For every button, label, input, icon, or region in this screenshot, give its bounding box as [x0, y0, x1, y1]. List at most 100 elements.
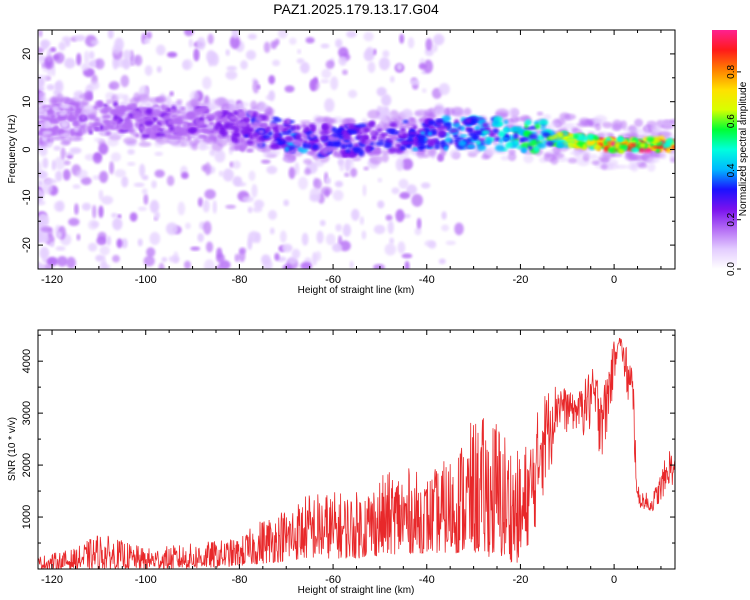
- spectrogram-noise-cell: [240, 60, 248, 70]
- spectrogram-noise-cell: [53, 145, 62, 151]
- spectrogram-ridge-cell: [427, 131, 433, 136]
- spectrogram-noise-cell: [251, 183, 258, 198]
- spectrogram-halo-cell: [463, 107, 472, 116]
- spectrogram-ridge-cell: [226, 112, 234, 116]
- spectrogram-noise-cell: [40, 39, 51, 48]
- spectrogram-halo-cell: [191, 142, 199, 151]
- spectrogram-ridge-cell: [639, 142, 646, 148]
- spectrogram-ridge-cell: [302, 142, 307, 149]
- colorbar-tick-label: 0.4: [726, 163, 737, 177]
- spectrogram-ridge-cell: [345, 148, 351, 154]
- spectrogram-noise-cell: [196, 37, 206, 51]
- spectrogram-noise-cell: [381, 94, 392, 107]
- spectrogram-halo-cell: [646, 157, 660, 163]
- spectrogram-halo-cell: [573, 149, 580, 156]
- spectrogram-noise-cell: [197, 197, 203, 207]
- spectrogram-noise-cell: [39, 246, 50, 260]
- spectrogram-halo-cell: [576, 122, 587, 128]
- spectrogram-halo-cell: [563, 113, 576, 120]
- spectrogram-ridge-cell: [106, 123, 115, 130]
- spectrogram-ridge-cell: [444, 136, 452, 143]
- spectrogram-ridge-cell: [481, 130, 490, 135]
- spectrogram-x-tick-label: 0: [611, 274, 617, 286]
- spectrogram-noise-cell: [197, 233, 204, 243]
- spectrogram-noise-cell: [396, 63, 403, 71]
- spectrogram-halo-cell: [123, 137, 138, 145]
- spectrogram-ridge-cell: [169, 126, 175, 132]
- spectrogram-ridge-cell: [500, 137, 510, 141]
- spectrogram-noise-cell: [289, 37, 297, 45]
- spectrogram-ridge-cell: [105, 131, 112, 136]
- spectrogram-ridge-cell: [435, 118, 444, 124]
- spectrogram-noise-cell: [56, 255, 68, 267]
- spectrogram-ridge-cell: [375, 141, 385, 147]
- spectrogram-noise-cell: [344, 172, 350, 177]
- spectrogram-halo-cell: [426, 147, 436, 157]
- spectrogram-noise-cell: [272, 59, 281, 67]
- spectrogram-halo-cell: [481, 154, 490, 160]
- spectrogram-ridge-cell: [414, 136, 419, 142]
- spectrogram-ridge-cell: [132, 113, 141, 120]
- spectrogram-ridge-cell: [260, 122, 268, 128]
- spectrogram-halo-cell: [634, 118, 644, 128]
- spectrogram-noise-cell: [154, 169, 165, 178]
- spectrogram-halo-cell: [660, 123, 674, 130]
- spectrogram-halo-cell: [382, 123, 391, 131]
- spectrogram-noise-cell: [202, 199, 210, 213]
- spectrogram-halo-cell: [652, 128, 663, 134]
- spectrogram-noise-cell: [433, 33, 445, 46]
- spectrogram-noise-cell: [372, 48, 377, 56]
- spectrogram-x-tick-label: -60: [325, 274, 341, 286]
- snr-x-tick-label: -40: [419, 574, 435, 586]
- spectrogram-noise-cell: [74, 203, 79, 216]
- spectrogram-halo-cell: [591, 118, 603, 124]
- spectrogram-noise-cell: [44, 178, 57, 184]
- spectrogram-ridge-cell: [254, 116, 263, 122]
- spectrogram-blobs: [38, 30, 675, 269]
- spectrogram-noise-cell: [445, 240, 456, 246]
- spectrogram-noise-cell: [411, 193, 423, 207]
- spectrogram-ridge-cell: [280, 131, 291, 135]
- spectrogram-noise-cell: [106, 235, 112, 246]
- spectrogram-ridge-cell: [339, 144, 350, 149]
- spectrogram-noise-cell: [216, 253, 225, 263]
- spectrogram-ridge-cell: [151, 109, 162, 115]
- spectrogram-ridge-cell: [567, 142, 576, 148]
- spectrogram-noise-cell: [291, 248, 301, 259]
- spectrogram-halo-cell: [500, 155, 509, 161]
- snr-x-tick-label: -120: [41, 574, 63, 586]
- spectrogram-noise-cell: [166, 94, 172, 107]
- spectrogram-ridge-cell: [460, 125, 466, 131]
- spectrogram-y-label: Frequency (Hz): [7, 115, 18, 184]
- spectrogram-noise-cell: [338, 46, 349, 58]
- spectrogram-ridge-cell: [380, 134, 387, 138]
- spectrogram-ridge-cell: [228, 115, 238, 121]
- spectrogram-halo-cell: [345, 159, 354, 170]
- snr-series-line: [38, 337, 675, 569]
- spectrogram-ridge-cell: [232, 110, 239, 116]
- spectrogram-ridge-cell: [366, 121, 375, 128]
- spectrogram-noise-cell: [155, 44, 166, 56]
- spectrogram-halo-cell: [148, 97, 161, 104]
- spectrogram-noise-cell: [311, 251, 318, 266]
- colorbar-ticks: 0.0 0.2 0.4 0.6 0.8: [726, 64, 741, 276]
- spectrogram-ridge-cell: [565, 137, 576, 143]
- snr-y-ticks: 1000 2000 3000 4000: [21, 334, 675, 544]
- spectrogram-noise-cell: [337, 158, 344, 166]
- spectrogram-noise-cell: [335, 38, 343, 48]
- spectrogram-y-tick-label: -20: [21, 237, 33, 253]
- spectrogram-halo-cell: [351, 156, 362, 162]
- spectrogram-noise-cell: [114, 169, 126, 178]
- spectrogram-noise-cell: [424, 240, 436, 247]
- spectrogram-noise-cell: [38, 74, 49, 82]
- spectrogram-noise-cell: [121, 238, 128, 249]
- spectrogram-ridge-cell: [321, 147, 329, 155]
- spectrogram-halo-cell: [400, 109, 414, 120]
- spectrogram-ridge-cell: [471, 134, 478, 140]
- spectrogram-noise-cell: [89, 80, 100, 90]
- spectrogram-noise-cell: [126, 161, 136, 166]
- spectrogram-ridge-cell: [329, 146, 339, 151]
- spectrogram-ridge-cell: [253, 120, 259, 127]
